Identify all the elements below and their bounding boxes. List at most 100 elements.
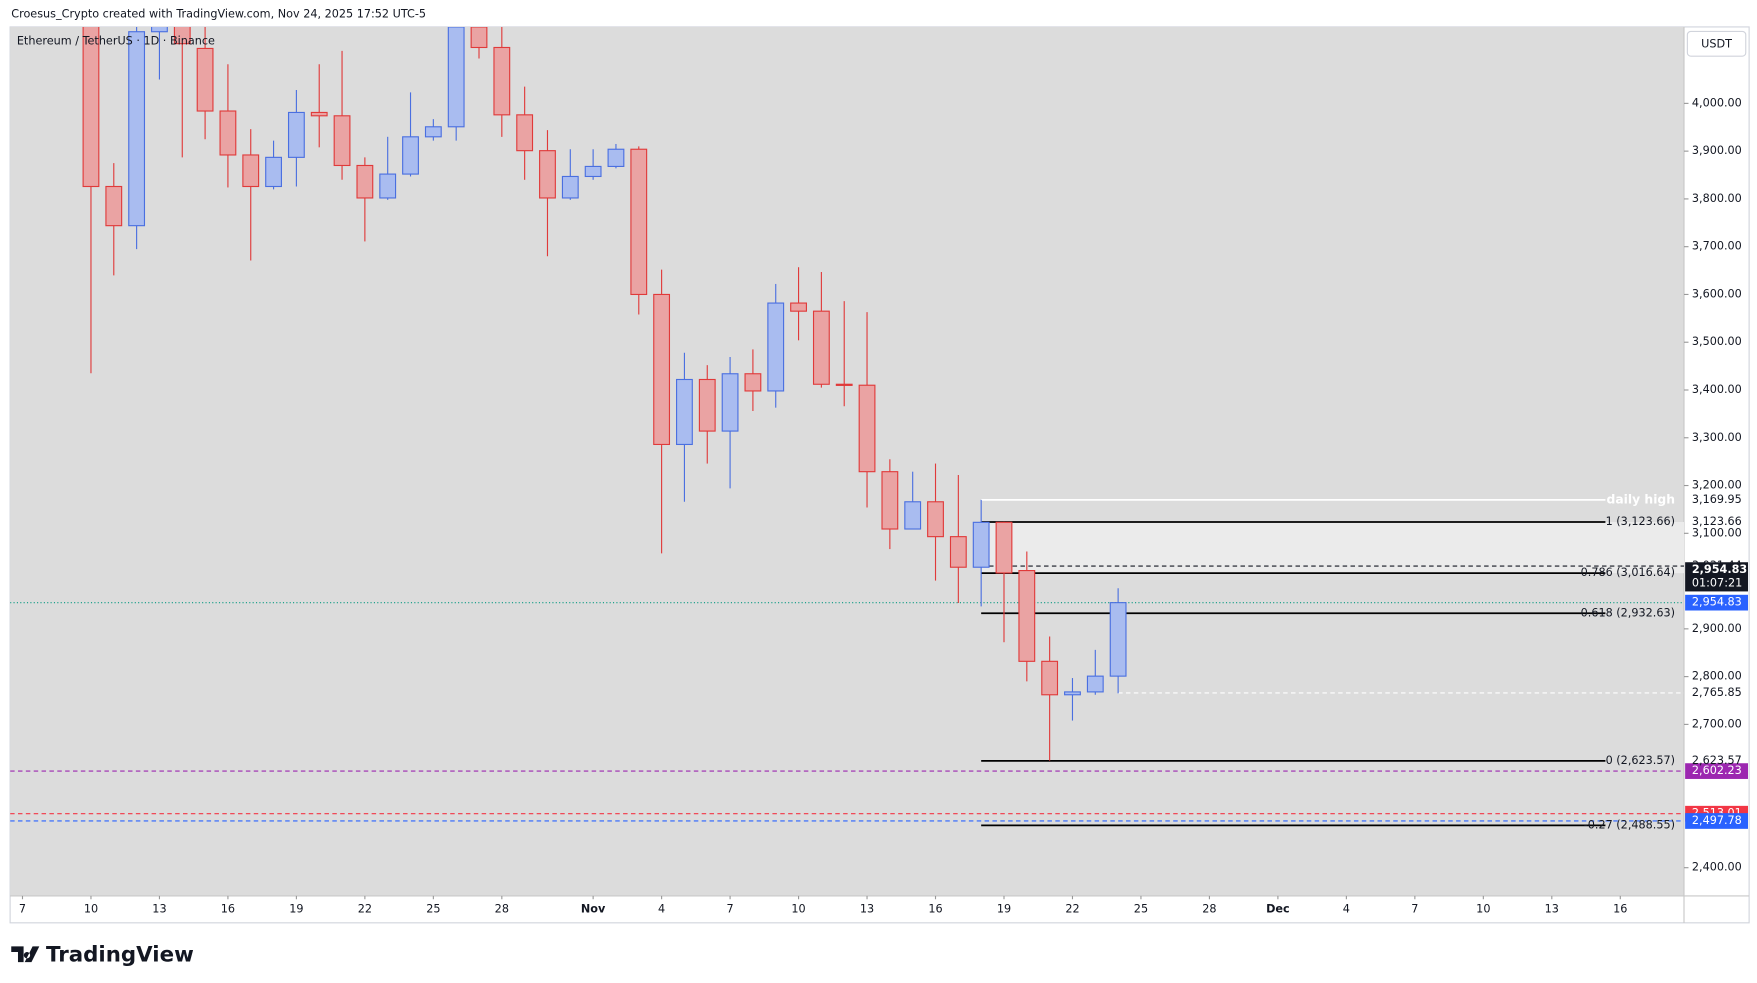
candle-body (356, 164, 374, 199)
candle-body (516, 114, 534, 152)
y-tick-label: 3,100.00 (1692, 526, 1742, 539)
symbol: Ethereum / TetherUS · 1D · Binance (17, 35, 215, 48)
candle-body (265, 156, 282, 188)
candle-body (904, 501, 922, 530)
candle-body (653, 293, 671, 446)
candle-body (630, 148, 648, 296)
y-tick-label: 2,700.00 (1692, 717, 1742, 730)
countdown-box (1685, 562, 1748, 592)
currency[interactable]: USDT (1701, 37, 1732, 50)
x-tick-label: 16 (221, 902, 235, 915)
candle-body (287, 111, 305, 158)
candle-body (1018, 570, 1036, 662)
candle-body (812, 310, 830, 385)
candle-body (607, 148, 625, 167)
x-tick-label: 13 (152, 902, 166, 915)
x-tick-label: 7 (19, 902, 26, 915)
candle-body (858, 384, 876, 473)
fib-axis-label: 2,623.57 (1692, 754, 1742, 767)
brand-logo: TradingView (11, 942, 194, 967)
fib-label: -0.27 (2,488.55) (1584, 818, 1675, 831)
x-tick-label: 4 (1343, 902, 1350, 915)
candle-body (310, 111, 328, 117)
y-tick-label: 3,800.00 (1692, 192, 1742, 205)
price-label: 2,765.85 (1692, 686, 1742, 699)
y-tick-label: 3,500.00 (1692, 335, 1742, 348)
candle-body (1109, 602, 1127, 677)
price-label-box (1685, 763, 1748, 779)
candle-body (173, 26, 191, 45)
x-tick-label: 19 (997, 902, 1011, 915)
candle-body (105, 185, 123, 227)
x-tick-label: 7 (727, 902, 734, 915)
fib-label: 0.786 (3,016.64) (1581, 566, 1675, 579)
x-tick-label: 22 (1065, 902, 1079, 915)
candle-body (424, 126, 442, 138)
candle-body (333, 115, 351, 167)
candle-body (470, 26, 488, 49)
y-tick-label: 3,600.00 (1692, 287, 1742, 300)
candle-body (1041, 660, 1059, 696)
candle-body (561, 175, 579, 199)
fib-label: 1 (3,123.66) (1606, 515, 1675, 528)
x-tick-label: 7 (1411, 902, 1418, 915)
candle-body (82, 26, 100, 188)
fib-axis-label: 3,123.66 (1692, 515, 1742, 528)
y-tick-label: 3,400.00 (1692, 383, 1742, 396)
candle-body (1086, 675, 1104, 693)
last-price-box (1685, 594, 1748, 611)
last-price-label: 2,954.83 (1692, 596, 1742, 609)
x-tick-label: 25 (1134, 902, 1148, 915)
candle-body (744, 373, 762, 392)
candle-body (676, 378, 693, 446)
y-tick-label: 2,400.00 (1692, 861, 1742, 874)
candle-body (721, 373, 739, 432)
candle-body (242, 154, 260, 188)
daily-high-label: daily high (1606, 492, 1675, 506)
candle-body (881, 471, 899, 530)
countdown: 01:07:21 (1692, 577, 1742, 590)
candle-body (196, 47, 214, 112)
x-tick-label: 16 (928, 902, 942, 915)
candle-body (698, 378, 716, 432)
y-tick-label: 3,900.00 (1692, 144, 1742, 157)
y-tick-label: 2,800.00 (1692, 670, 1742, 683)
x-tick-label: 13 (1545, 902, 1559, 915)
y-tick-label: 3,300.00 (1692, 431, 1742, 444)
x-tick-label: Dec (1266, 902, 1290, 915)
candle-body (835, 383, 853, 386)
header: Croesus_Crypto created with TradingView.… (11, 8, 426, 21)
x-tick-label: 10 (84, 902, 98, 915)
x-tick-label: 10 (1476, 902, 1490, 915)
currency-box[interactable] (1686, 30, 1747, 57)
x-tick-label: 13 (860, 902, 874, 915)
candle-body (493, 46, 511, 116)
candle-body (995, 521, 1013, 574)
price-label: 2,497.78 (1692, 814, 1742, 827)
candle-body (767, 302, 785, 392)
x-tick-label: 25 (426, 902, 440, 915)
candle-body (972, 521, 990, 568)
candle-body (1064, 691, 1081, 696)
x-tick-label: 19 (289, 902, 303, 915)
overlay: 4,000.00 3,900.00 3,800.00 3,700.00 3,600.00… (19, 96, 1748, 915)
fib-label: 0.618 (2,932.63) (1581, 606, 1675, 619)
x-tick-label: 10 (791, 902, 805, 915)
x-tick-label: 22 (358, 902, 372, 915)
plot-area (10, 26, 1685, 896)
candle-body (151, 26, 168, 33)
x-tick-label: Nov (581, 902, 606, 915)
y-tick-label: 4,000.00 (1692, 96, 1742, 109)
brand: TradingView (46, 942, 194, 967)
fib-label: 0 (2,623.57) (1606, 754, 1675, 767)
candle-body (790, 302, 807, 312)
candle-body (927, 501, 944, 538)
candle-body (584, 165, 602, 178)
daily-high-axis-label: 3,169.95 (1692, 493, 1742, 506)
candle-body (379, 173, 397, 199)
x-tick-label: 28 (1202, 902, 1216, 915)
plot (10, 26, 1685, 827)
y-tick-label: 3,200.00 (1692, 479, 1742, 492)
